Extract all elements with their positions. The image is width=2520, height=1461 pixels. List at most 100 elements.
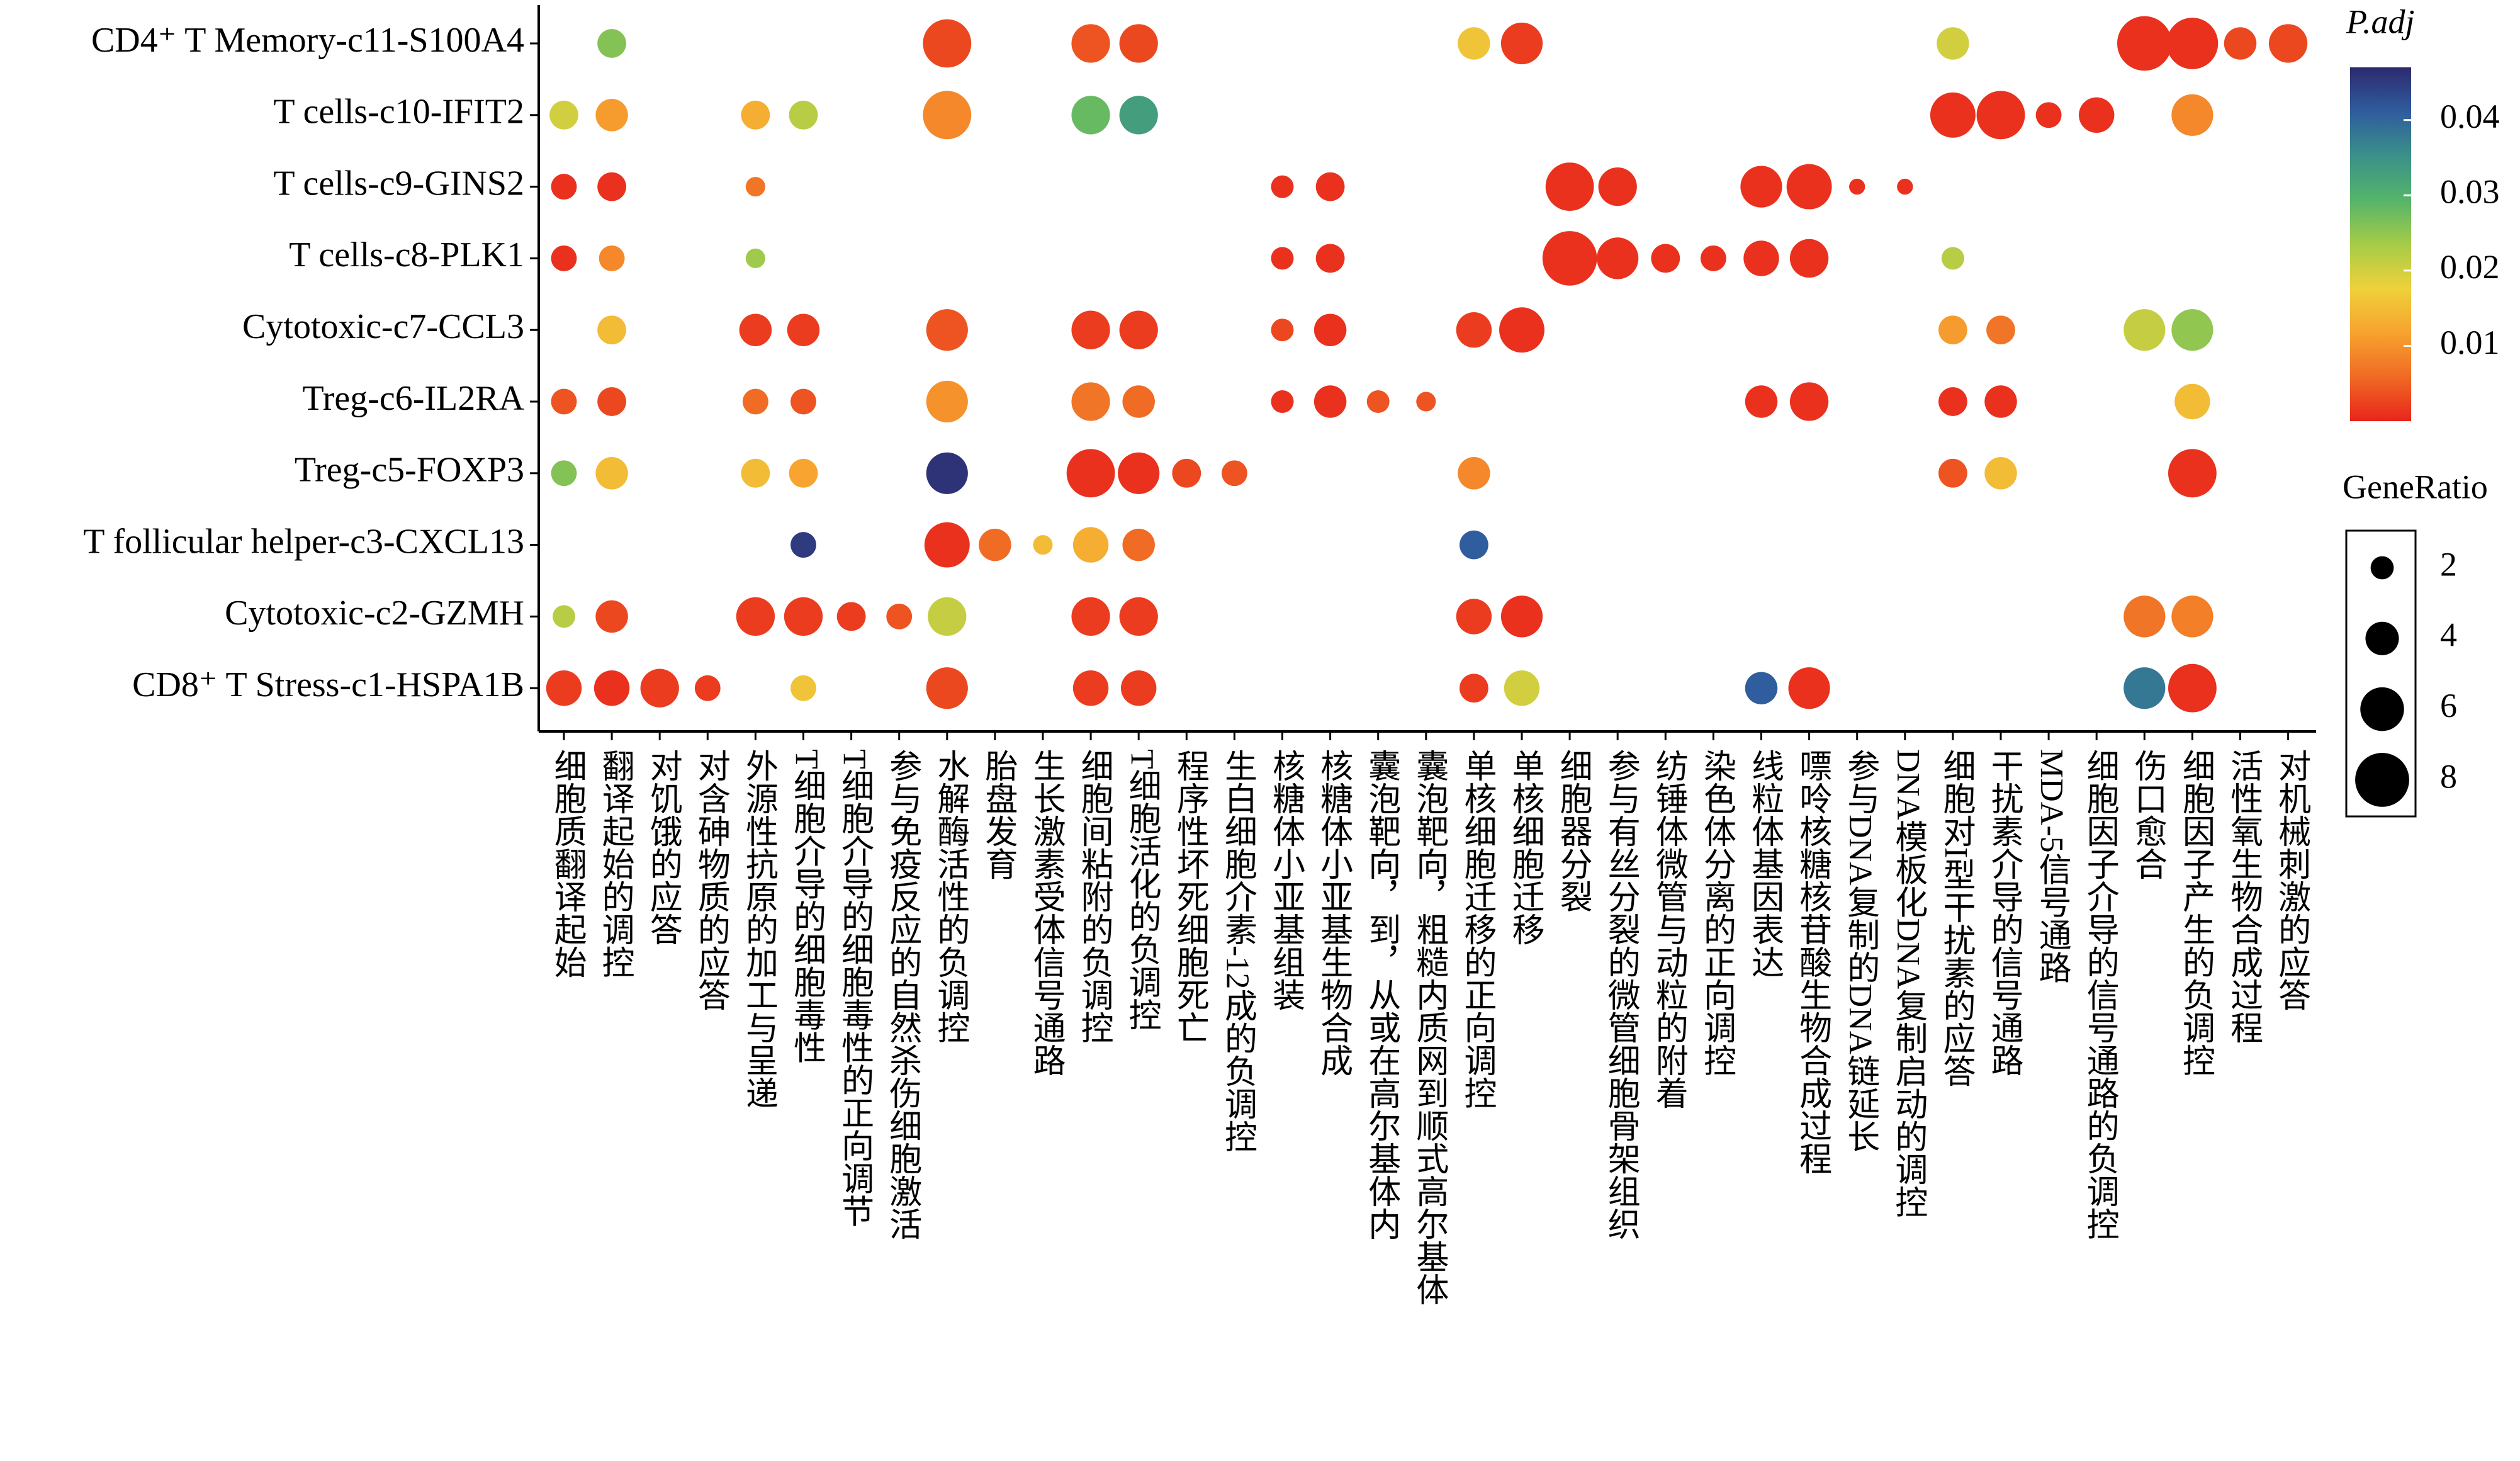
dot: [2268, 24, 2308, 63]
dot: [595, 457, 628, 490]
dot: [2123, 667, 2166, 709]
dot: [1788, 667, 1830, 709]
dot: [1071, 96, 1110, 135]
dot: [1456, 312, 1492, 348]
dot: [1984, 457, 2017, 490]
dot: [597, 387, 626, 416]
dot: [597, 29, 626, 58]
x-tick-label: 水解酶活性的负调控: [932, 749, 969, 1044]
x-tick-label: MDA-5信号通路: [2033, 749, 2071, 984]
dot: [1119, 96, 1158, 135]
dot: [2123, 595, 2166, 638]
dot: [1897, 178, 1913, 195]
dot: [1122, 528, 1155, 561]
dot: [1271, 175, 1294, 198]
dot: [1984, 385, 2017, 418]
dot: [2035, 102, 2062, 128]
dot: [1938, 458, 1967, 488]
dot: [789, 458, 818, 488]
dot: [2171, 309, 2213, 351]
dot: [745, 248, 765, 268]
y-tick-label: Cytotoxic-c7-CCL3: [242, 307, 524, 346]
dot: [1789, 382, 1829, 421]
x-tick-label: 细胞质翻译起始: [549, 749, 586, 978]
dot: [1499, 307, 1544, 353]
dot: [1460, 674, 1488, 703]
dot: [1315, 172, 1345, 201]
dot: [597, 315, 626, 345]
dot: [1033, 535, 1053, 555]
dot: [979, 528, 1011, 561]
x-tick-label: 对机械刺激的应答: [2273, 749, 2310, 1011]
colorbar-tick-label: 0.04: [2440, 98, 2500, 135]
dot: [1651, 244, 1680, 273]
dot: [790, 532, 816, 558]
dot: [597, 172, 626, 201]
x-tick-label: 细胞因子产生的负调控: [2177, 749, 2214, 1076]
x-tick-label: 翻译起始的调控: [597, 749, 634, 978]
dot: [1930, 92, 1976, 138]
y-tick-label: Treg-c5-FOXP3: [295, 451, 524, 490]
x-tick-label: 核糖体小亚基生物合成: [1315, 749, 1353, 1076]
dot: [2166, 18, 2219, 69]
dot: [551, 174, 577, 200]
size-legend-title: GeneRatio: [2343, 468, 2488, 505]
dot: [745, 177, 765, 197]
dot: [924, 522, 970, 568]
y-tick-label: T cells-c9-GINS2: [273, 164, 524, 203]
y-tick-label: CD8⁺ T Stress-c1-HSPA1B: [132, 665, 524, 704]
colorbar-title: P.adj: [2346, 3, 2415, 40]
dot: [742, 388, 768, 415]
x-tick-label: T细胞介导的细胞毒性的正向调节: [836, 749, 874, 1227]
x-tick-label: 嘌呤核糖核苷酸生物合成过程: [1794, 749, 1831, 1175]
x-tick-label: 干扰素介导的信号通路: [1986, 749, 2023, 1076]
dot: [549, 100, 578, 130]
dot: [790, 675, 816, 701]
dot: [1072, 527, 1109, 563]
dot: [595, 600, 628, 633]
size-legend-label: 8: [2440, 757, 2457, 795]
dot: [1938, 315, 1967, 345]
dot: [694, 675, 721, 701]
dot: [926, 309, 968, 351]
x-tick-label: 对含砷物质的应答: [692, 749, 729, 1011]
dot: [741, 458, 770, 488]
dot: [1786, 164, 1832, 210]
x-tick-label: 活性氧生物合成过程: [2225, 749, 2263, 1044]
x-tick-label: 生长激素受体信号通路: [1028, 749, 1065, 1076]
dot: [1986, 315, 2015, 345]
colorbar-tick-label: 0.01: [2440, 324, 2500, 361]
dot: [2123, 309, 2166, 351]
dot: [1118, 452, 1160, 494]
dot: [789, 100, 818, 130]
dot: [553, 605, 575, 628]
dot: [1121, 670, 1157, 706]
x-tick-label: 参与DNA复制的DNA链延长: [1842, 749, 1879, 1153]
dot: [1271, 319, 1294, 342]
dot: [1271, 390, 1294, 413]
dot: [923, 91, 972, 140]
size-legend-dot: [2365, 621, 2399, 655]
dot: [2171, 94, 2213, 136]
dot: [1504, 670, 1540, 706]
dot: [741, 100, 770, 130]
dot: [2079, 97, 2115, 133]
dot: [1938, 387, 1967, 416]
x-tick-label: 胎盘发育: [980, 749, 1017, 880]
x-tick-label: T细胞介导的细胞毒性: [789, 749, 826, 1064]
size-legend-box: [2345, 529, 2417, 818]
x-tick-label: 程序性坏死细胞死亡: [1171, 749, 1208, 1044]
x-tick-label: 染色体分离的正向调控: [1698, 749, 1735, 1076]
y-tick-label: T follicular helper-c3-CXCL13: [83, 522, 524, 561]
y-tick-label: Treg-c6-IL2RA: [302, 379, 524, 418]
dot: [1313, 385, 1347, 418]
dot: [836, 602, 866, 631]
dot: [1122, 385, 1155, 418]
dot: [1313, 313, 1347, 346]
y-tick-label: T cells-c10-IFIT2: [273, 93, 524, 132]
dot: [1071, 24, 1110, 63]
dot: [551, 388, 577, 415]
x-tick-label: 对饥饿的应答: [644, 749, 682, 945]
x-tick-label: 生白细胞介素-12成的负调控: [1219, 749, 1256, 1153]
dot: [1071, 382, 1110, 421]
